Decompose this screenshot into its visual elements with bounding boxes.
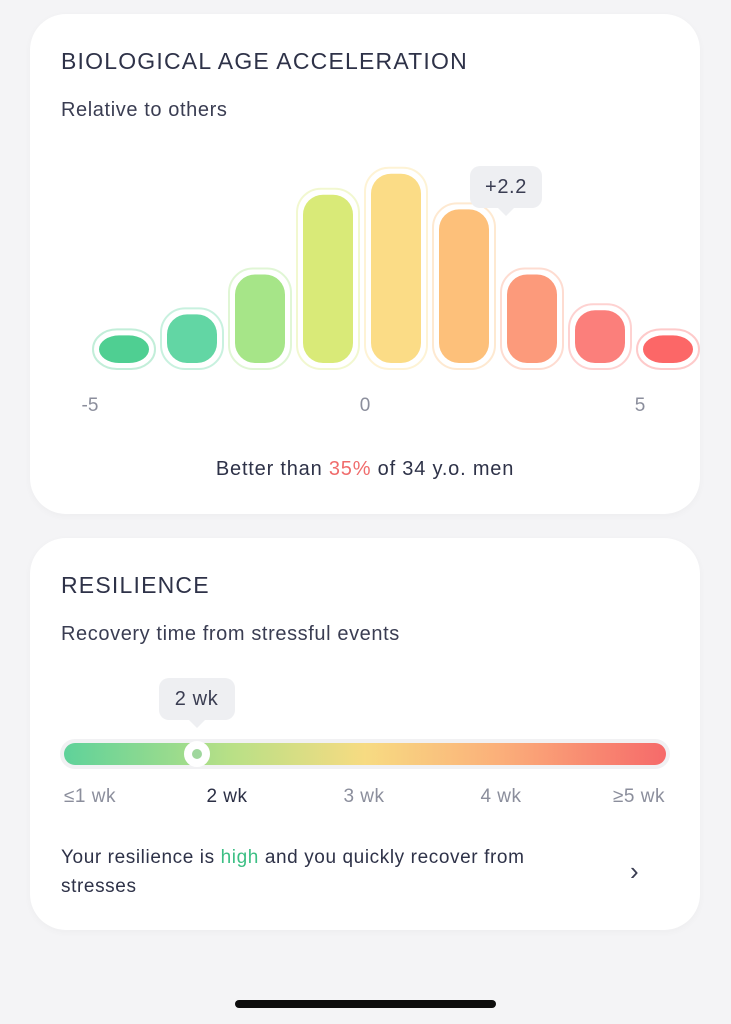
card-title: RESILIENCE <box>61 572 210 598</box>
chevron-right-icon[interactable]: › <box>630 856 639 886</box>
message-highlight: high <box>220 847 259 868</box>
distribution-bar-outline <box>228 267 292 370</box>
card-subtitle: Recovery time from stressful events <box>61 623 400 645</box>
resilience-marker <box>183 741 210 767</box>
scale-label: ≤1 wk <box>64 786 116 807</box>
message-suffix: and you quickly recover from stresses <box>61 847 525 897</box>
card-subtitle: Relative to others <box>61 99 228 121</box>
scale-label: 3 wk <box>343 786 385 807</box>
distribution-bar-outline <box>364 166 428 370</box>
distribution-bar-outline <box>296 187 360 370</box>
scale-label: ≥5 wk <box>613 786 665 807</box>
distribution-bar <box>235 274 285 363</box>
comparison-prefix: Better than <box>215 458 329 480</box>
x-tick-label: 0 <box>360 395 371 416</box>
age-distribution-chart: -5 0 5 <box>82 166 700 416</box>
distribution-bar <box>371 173 421 363</box>
message-prefix: Your resilience is <box>61 847 221 868</box>
distribution-bar <box>507 274 557 363</box>
resilience-gradient-bar <box>64 743 666 765</box>
resilience-value-tooltip: 2 wk <box>158 678 235 728</box>
resilience-message[interactable]: Your resilience is high and you quickly … <box>61 843 581 901</box>
comparison-percent: 35% <box>328 458 372 480</box>
comparison-suffix: of 34 y.o. men <box>371 458 515 480</box>
distribution-bar-outline <box>432 202 496 370</box>
biological-age-card: BIOLOGICAL AGE ACCELERATION Relative to … <box>30 14 700 514</box>
scale-label: 4 wk <box>480 786 522 807</box>
resilience-scale-labels: ≤1 wk 2 wk 3 wk 4 wk ≥5 wk <box>30 786 700 816</box>
distribution-bar <box>643 335 693 363</box>
scale-label: 2 wk <box>206 786 248 807</box>
distribution-bar <box>167 314 217 363</box>
resilience-scale <box>60 739 670 769</box>
age-value-tooltip: +2.2 <box>470 166 542 216</box>
distribution-bar-outline <box>160 307 224 370</box>
distribution-bar-outline <box>636 328 700 370</box>
card-title: BIOLOGICAL AGE ACCELERATION <box>61 48 468 74</box>
distribution-bar <box>575 310 625 363</box>
age-comparison-text: Better than 35% of 34 y.o. men <box>30 458 700 481</box>
home-indicator <box>235 1000 496 1008</box>
resilience-card: RESILIENCE Recovery time from stressful … <box>30 538 700 930</box>
distribution-bar <box>439 209 489 363</box>
distribution-bar-outline <box>92 328 156 370</box>
distribution-bar-outline <box>568 303 632 371</box>
distribution-bar <box>303 194 353 363</box>
x-tick-label: -5 <box>82 395 99 416</box>
distribution-bar-outline <box>500 267 564 370</box>
distribution-bar <box>99 335 149 363</box>
x-tick-label: 5 <box>635 395 646 416</box>
